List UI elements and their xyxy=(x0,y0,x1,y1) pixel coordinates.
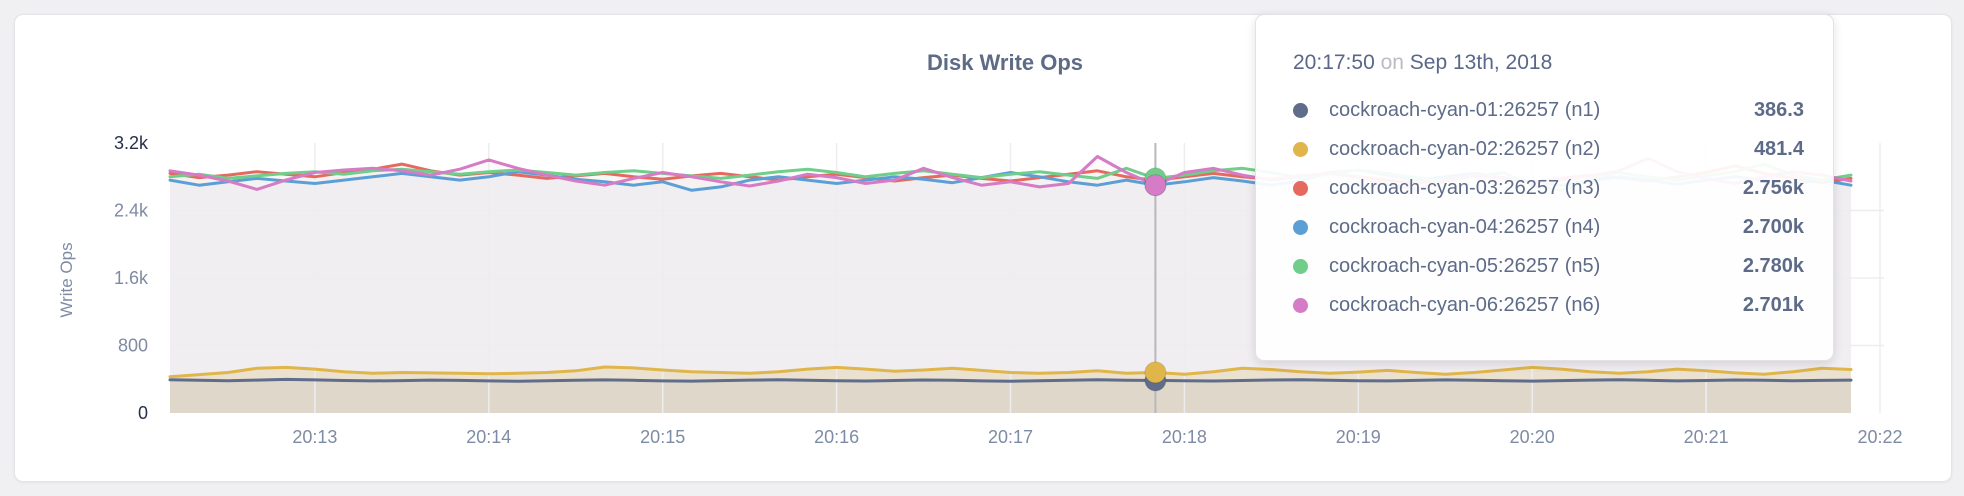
tooltip-row: cockroach-cyan-01:26257 (n1) 386.3 xyxy=(1256,91,1833,130)
tooltip-time: 20:17:50 xyxy=(1293,51,1375,74)
tooltip-timestamp: 20:17:50 on Sep 13th, 2018 xyxy=(1293,51,1803,75)
series-line-n2 xyxy=(168,365,1853,379)
x-tick-label-20:15: 20:15 xyxy=(640,427,685,447)
x-tick-label-20:20: 20:20 xyxy=(1510,427,1555,447)
tooltip-series-label: cockroach-cyan-02:26257 (n2) xyxy=(1329,138,1601,160)
tooltip-row: cockroach-cyan-06:26257 (n6) 2.701k xyxy=(1256,286,1833,325)
y-tick-label-3.2k: 3.2k xyxy=(114,133,149,153)
x-tick-label-20:13: 20:13 xyxy=(292,427,337,447)
tooltip-conjunction: on xyxy=(1380,51,1404,74)
tooltip-series-value: 2.756k xyxy=(1742,177,1804,199)
x-tick-label-20:22: 20:22 xyxy=(1857,427,1902,447)
tooltip-series-label: cockroach-cyan-04:26257 (n4) xyxy=(1329,216,1601,238)
y-tick-label-800: 800 xyxy=(118,336,148,356)
tooltip-series-value: 2.701k xyxy=(1742,294,1804,316)
tooltip-series-value: 2.780k xyxy=(1742,255,1804,277)
tooltip-date: Sep 13th, 2018 xyxy=(1409,51,1553,74)
y-tick-label-1.6k: 1.6k xyxy=(114,268,149,288)
tooltip-row: cockroach-cyan-03:26257 (n3) 2.756k xyxy=(1256,169,1833,208)
series-color-dot-icon xyxy=(1293,103,1308,118)
x-tick-label-20:18: 20:18 xyxy=(1162,427,1207,447)
y-axis-label: Write Ops xyxy=(57,242,76,317)
highlight-dot-n2 xyxy=(1144,361,1167,384)
x-tick-label-20:21: 20:21 xyxy=(1684,427,1729,447)
tooltip-series-list: cockroach-cyan-01:26257 (n1) 386.3 cockroa… xyxy=(1256,91,1833,325)
tooltip-row: cockroach-cyan-04:26257 (n4) 2.700k xyxy=(1256,208,1833,247)
x-tick-label-20:17: 20:17 xyxy=(988,427,1033,447)
y-tick-label-0: 0 xyxy=(138,403,148,423)
series-color-dot-icon xyxy=(1293,142,1308,157)
tooltip-series-label: cockroach-cyan-01:26257 (n1) xyxy=(1329,99,1601,121)
tooltip-series-value: 386.3 xyxy=(1753,99,1804,121)
x-tick-label-20:19: 20:19 xyxy=(1336,427,1381,447)
tooltip-row: cockroach-cyan-05:26257 (n5) 2.780k xyxy=(1256,247,1833,286)
series-line-n1 xyxy=(168,377,1853,383)
series-color-dot-icon xyxy=(1293,259,1308,274)
tooltip-series-label: cockroach-cyan-05:26257 (n5) xyxy=(1329,255,1601,277)
tooltip: 20:17:50 on Sep 13th, 2018 cockroach-cya… xyxy=(1255,14,1834,361)
series-color-dot-icon xyxy=(1293,181,1308,196)
tooltip-series-value: 481.4 xyxy=(1753,138,1804,160)
highlight-dot-n6 xyxy=(1144,174,1167,197)
tooltip-series-label: cockroach-cyan-06:26257 (n6) xyxy=(1329,294,1601,316)
series-color-dot-icon xyxy=(1293,298,1308,313)
x-tick-label-20:16: 20:16 xyxy=(814,427,859,447)
tooltip-row: cockroach-cyan-02:26257 (n2) 481.4 xyxy=(1256,130,1833,169)
tooltip-series-value: 2.700k xyxy=(1742,216,1804,238)
tooltip-series-label: cockroach-cyan-03:26257 (n3) xyxy=(1329,177,1601,199)
y-tick-label-2.4k: 2.4k xyxy=(114,201,149,221)
chart-title: Disk Write Ops xyxy=(927,50,1083,75)
x-tick-label-20:14: 20:14 xyxy=(466,427,511,447)
series-color-dot-icon xyxy=(1293,220,1308,235)
